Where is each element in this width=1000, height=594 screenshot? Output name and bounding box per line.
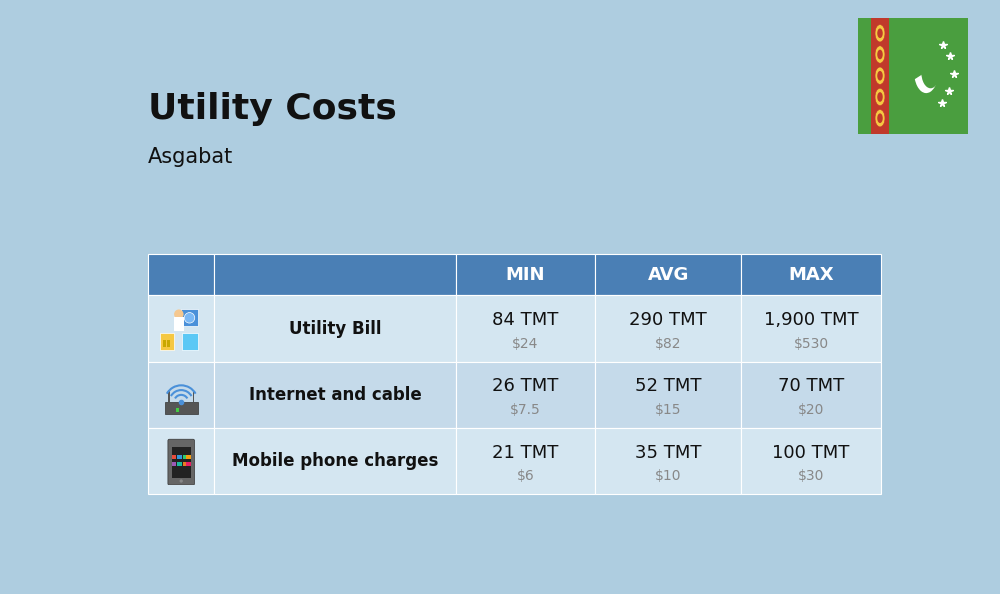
Text: $6: $6	[517, 469, 534, 484]
Circle shape	[875, 109, 885, 127]
Bar	[741, 295, 881, 362]
Circle shape	[877, 50, 883, 59]
Text: Utility Bill: Utility Bill	[289, 320, 381, 337]
Bar	[148, 362, 214, 428]
Text: 26 TMT: 26 TMT	[492, 377, 559, 395]
Bar	[148, 295, 214, 362]
Text: 70 TMT: 70 TMT	[778, 377, 844, 395]
Bar	[214, 254, 456, 295]
Circle shape	[921, 55, 940, 89]
Bar	[214, 295, 456, 362]
Bar	[595, 362, 741, 428]
Bar	[456, 362, 595, 428]
Bar	[595, 254, 741, 295]
Text: 100 TMT: 100 TMT	[772, 444, 850, 462]
Bar	[871, 18, 889, 134]
Text: Asgabat: Asgabat	[148, 147, 234, 167]
Text: 1,900 TMT: 1,900 TMT	[764, 311, 858, 329]
Bar	[214, 362, 456, 428]
Wedge shape	[915, 65, 938, 93]
Text: 21 TMT: 21 TMT	[492, 444, 559, 462]
Bar	[456, 254, 595, 295]
Text: 52 TMT: 52 TMT	[635, 377, 701, 395]
Text: $15: $15	[655, 403, 681, 417]
Text: $10: $10	[655, 469, 681, 484]
Bar	[456, 295, 595, 362]
Text: Mobile phone charges: Mobile phone charges	[232, 452, 438, 470]
Text: 290 TMT: 290 TMT	[629, 311, 707, 329]
Text: 35 TMT: 35 TMT	[635, 444, 701, 462]
Bar	[595, 295, 741, 362]
Circle shape	[875, 89, 885, 106]
Text: $7.5: $7.5	[510, 403, 541, 417]
Text: MIN: MIN	[506, 266, 545, 284]
Circle shape	[877, 92, 883, 102]
Circle shape	[875, 46, 885, 63]
Text: Internet and cable: Internet and cable	[249, 386, 421, 404]
Bar	[741, 254, 881, 295]
Bar	[456, 428, 595, 494]
Circle shape	[877, 29, 883, 38]
Bar	[741, 428, 881, 494]
Bar	[148, 254, 214, 295]
Text: 84 TMT: 84 TMT	[492, 311, 559, 329]
Bar	[595, 428, 741, 494]
Text: AVG: AVG	[648, 266, 689, 284]
Circle shape	[877, 71, 883, 81]
Circle shape	[875, 24, 885, 42]
Circle shape	[875, 67, 885, 84]
Text: $24: $24	[512, 337, 539, 351]
Text: Utility Costs: Utility Costs	[148, 92, 397, 126]
Circle shape	[877, 113, 883, 123]
Bar	[148, 428, 214, 494]
Bar	[741, 362, 881, 428]
Text: $30: $30	[798, 469, 824, 484]
Text: MAX: MAX	[788, 266, 834, 284]
Text: $530: $530	[793, 337, 829, 351]
Text: $82: $82	[655, 337, 681, 351]
Bar	[214, 428, 456, 494]
Text: $20: $20	[798, 403, 824, 417]
